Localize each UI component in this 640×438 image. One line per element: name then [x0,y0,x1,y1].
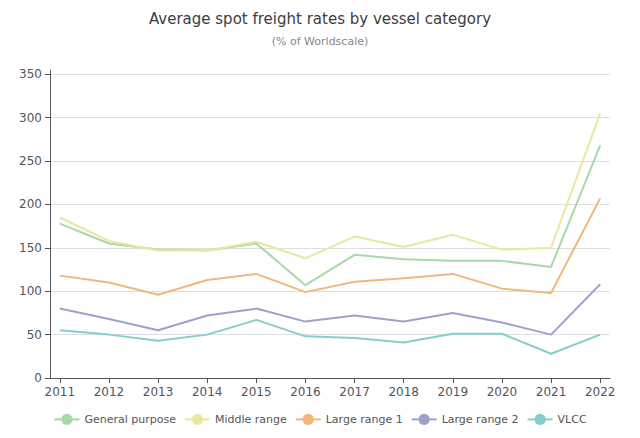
svg-text:300: 300 [19,111,42,125]
svg-text:350: 350 [19,67,42,81]
svg-text:2013: 2013 [143,385,174,399]
svg-text:Middle range: Middle range [215,413,287,426]
svg-text:150: 150 [19,241,42,255]
svg-text:2016: 2016 [290,385,321,399]
svg-text:Large range 2: Large range 2 [442,413,519,426]
svg-text:2012: 2012 [94,385,125,399]
svg-text:(% of Worldscale): (% of Worldscale) [272,35,369,48]
svg-text:2011: 2011 [45,385,76,399]
svg-text:2017: 2017 [339,385,370,399]
svg-text:0: 0 [34,371,42,385]
svg-text:Large range 1: Large range 1 [326,413,403,426]
svg-text:2018: 2018 [388,385,419,399]
svg-text:Average spot freight rates by: Average spot freight rates by vessel cat… [149,10,491,28]
svg-text:General purpose: General purpose [84,413,176,426]
svg-text:2022: 2022 [585,385,616,399]
svg-text:2019: 2019 [438,385,469,399]
svg-text:200: 200 [19,197,42,211]
svg-text:2015: 2015 [241,385,272,399]
svg-text:100: 100 [19,284,42,298]
svg-text:2014: 2014 [192,385,223,399]
svg-text:250: 250 [19,154,42,168]
svg-text:50: 50 [27,328,42,342]
svg-text:2020: 2020 [487,385,518,399]
svg-text:VLCC: VLCC [558,413,587,426]
svg-text:2021: 2021 [536,385,567,399]
